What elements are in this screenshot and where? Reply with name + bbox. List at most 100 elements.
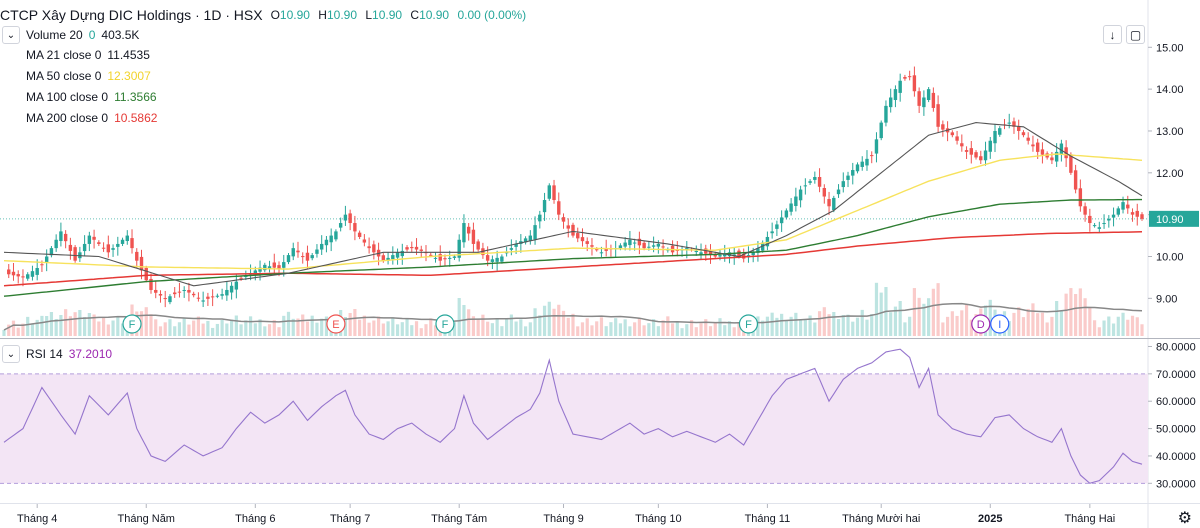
volume-bar: [836, 319, 841, 336]
volume-bar: [789, 316, 793, 336]
candle-body: [998, 128, 1002, 135]
volume-bar: [633, 322, 637, 336]
candle-body: [1031, 144, 1035, 147]
candle-body: [400, 250, 404, 257]
candle-body: [907, 76, 912, 78]
volume-bar: [2, 330, 6, 336]
volume-bar: [1007, 321, 1011, 336]
volume-bar: [305, 321, 310, 336]
ma50-legend[interactable]: MA 50 close 0 12.3007: [26, 69, 151, 83]
interval-label[interactable]: 1D: [203, 7, 222, 23]
event-marker: [738, 314, 759, 334]
candle-body: [49, 248, 54, 256]
volume-bar: [258, 319, 262, 336]
volume-bar: [1111, 323, 1116, 336]
volume-bar: [1050, 316, 1054, 336]
volume-bar: [1074, 294, 1078, 336]
volume-bar: [391, 317, 395, 336]
download-icon: ↓: [1109, 27, 1116, 42]
candle-body: [751, 251, 755, 256]
ma21-legend[interactable]: MA 21 close 0 11.4535: [26, 48, 150, 62]
volume-bar: [803, 319, 807, 336]
rsi-legend-label: RSI 14: [26, 347, 63, 361]
volume-bar: [941, 322, 945, 336]
candle-body: [964, 150, 969, 152]
candle-body: [974, 152, 978, 158]
event-marker-label: E: [332, 319, 339, 331]
chevron-down-icon[interactable]: ⌄: [2, 345, 20, 363]
candle-body: [324, 239, 329, 246]
volume-bar: [675, 321, 679, 336]
candle-body: [315, 249, 319, 254]
candle-body: [229, 285, 234, 293]
candle-body: [40, 264, 44, 266]
volume-bar: [1097, 327, 1101, 336]
ma50-legend-value: 12.3007: [107, 69, 151, 83]
candle-body: [685, 248, 689, 250]
candle-body: [329, 235, 333, 243]
candle-body: [637, 238, 642, 246]
settings-button[interactable]: ⚙: [1178, 508, 1192, 528]
candle-body: [182, 289, 186, 291]
candle-body: [912, 75, 917, 92]
candle-body: [723, 253, 727, 257]
volume-bar: [922, 303, 926, 336]
candle-body: [708, 251, 713, 256]
candle-body: [111, 248, 115, 250]
volume-bar: [704, 319, 708, 336]
volume-bar: [784, 320, 788, 336]
ma50-line: [3, 153, 1143, 270]
volume-bar: [154, 319, 158, 336]
volume-bar: [26, 316, 30, 336]
volume-bar: [860, 309, 864, 336]
candle-body: [547, 185, 551, 199]
candle-body: [11, 271, 16, 276]
volume-bar: [599, 317, 604, 336]
candle-body: [296, 250, 300, 253]
volume-legend[interactable]: ⌄ Volume 20 0 403.5K: [0, 26, 139, 44]
volume-bar: [111, 320, 115, 336]
volume-bar: [201, 323, 205, 336]
fullscreen-button[interactable]: ▢: [1126, 25, 1145, 44]
candle-body: [381, 255, 386, 261]
candle-body: [414, 246, 419, 250]
volume-bar: [509, 314, 513, 336]
candle-body: [1017, 126, 1021, 131]
volume-bar: [851, 321, 855, 336]
time-tick-label: Tháng Mười hai: [842, 513, 920, 525]
candle-body: [651, 245, 656, 247]
candle-body: [154, 289, 158, 293]
candle-body: [979, 156, 983, 161]
volume-bar: [277, 327, 281, 336]
candle-body: [860, 161, 864, 167]
price-tick-label: 14.00: [1156, 84, 1184, 96]
time-tick-label: Tháng 6: [235, 513, 275, 525]
candle-body: [301, 256, 305, 258]
volume-bar: [92, 314, 96, 336]
ma21-legend-value: 11.4535: [107, 48, 150, 62]
ma200-legend[interactable]: MA 200 close 0 10.5862: [26, 111, 157, 125]
volume-bar: [775, 317, 779, 336]
candle-body: [267, 266, 272, 269]
symbol-name[interactable]: CTCP Xây Dựng DIC Holdings: [0, 7, 192, 23]
candle-body: [538, 214, 542, 222]
gear-icon: ⚙: [1177, 510, 1192, 527]
candle-body: [523, 238, 528, 243]
volume-bar: [429, 318, 433, 336]
volume-bar: [936, 283, 940, 336]
volume-bar: [372, 320, 376, 336]
ma100-legend[interactable]: MA 100 close 0 11.3566: [26, 90, 157, 104]
exchange-label: HSX: [233, 7, 263, 23]
download-button[interactable]: ↓: [1103, 25, 1122, 44]
candle-body: [1135, 210, 1139, 217]
candle-body: [993, 130, 997, 144]
rsi-legend[interactable]: ⌄ RSI 14 37.2010: [0, 345, 112, 363]
volume-bar: [656, 326, 660, 336]
candle-body: [466, 226, 471, 234]
chevron-down-icon[interactable]: ⌄: [2, 26, 20, 44]
volume-bar: [486, 321, 490, 336]
candle-body: [803, 185, 808, 187]
volume-bar: [452, 322, 457, 336]
volume-bar: [912, 288, 916, 336]
